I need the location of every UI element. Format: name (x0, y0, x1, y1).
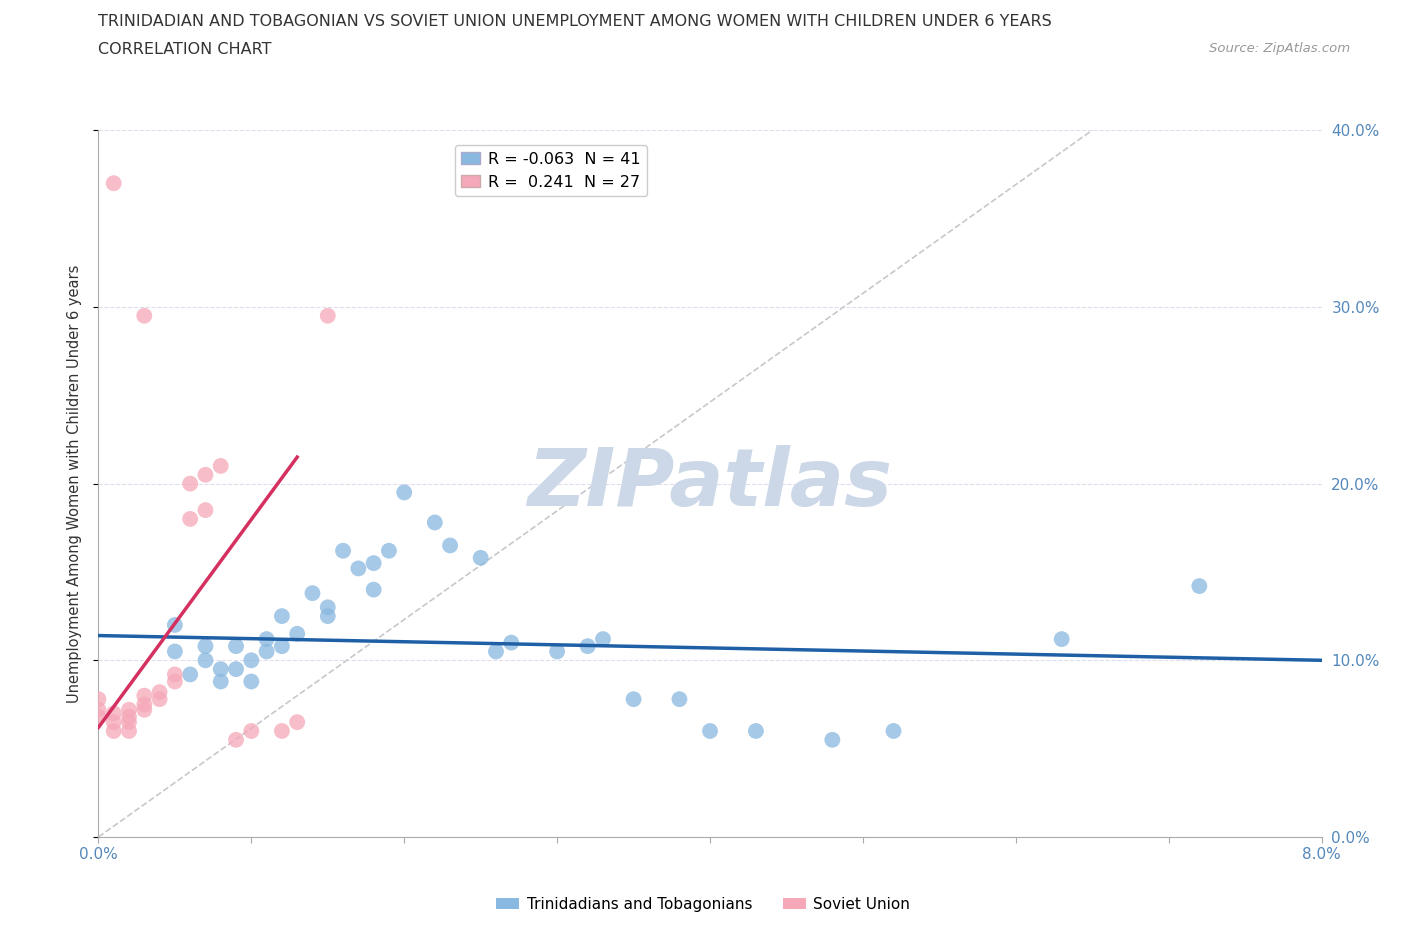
Point (285, 627, 308, 642)
Point (118, 710, 141, 724)
Point (194, 639, 217, 654)
Point (134, 702, 156, 717)
Point (821, 733, 844, 748)
Point (363, 556, 385, 571)
Point (163, 674, 186, 689)
Point (316, 609, 339, 624)
Point (240, 724, 263, 738)
Point (699, 724, 721, 738)
Point (163, 667, 186, 682)
Point (1050, 631, 1073, 646)
Text: CORRELATION CHART: CORRELATION CHART (98, 42, 271, 57)
Point (194, 503, 217, 518)
Point (118, 714, 141, 729)
Point (332, 543, 354, 558)
Point (225, 639, 247, 654)
Point (225, 662, 247, 677)
Point (347, 561, 370, 576)
Point (285, 714, 308, 729)
Point (501, 635, 523, 650)
Point (134, 688, 156, 703)
Point (363, 582, 385, 597)
Point (87, 710, 110, 724)
Text: ZIPatlas: ZIPatlas (527, 445, 893, 523)
Point (87, 692, 110, 707)
Point (378, 543, 401, 558)
Point (103, 176, 125, 191)
Text: TRINIDADIAN AND TOBAGONIAN VS SOVIET UNION UNEMPLOYMENT AMONG WOMEN WITH CHILDRE: TRINIDADIAN AND TOBAGONIAN VS SOVIET UNI… (98, 14, 1052, 29)
Point (134, 309, 156, 324)
Point (256, 644, 278, 659)
Point (240, 674, 263, 689)
Legend: Trinidadians and Tobagonians, Soviet Union: Trinidadians and Tobagonians, Soviet Uni… (489, 891, 917, 918)
Point (1188, 578, 1211, 593)
Point (240, 653, 263, 668)
Point (592, 631, 614, 646)
Point (194, 653, 217, 668)
Point (179, 476, 201, 491)
Point (623, 692, 645, 707)
Point (87, 702, 110, 717)
Point (883, 724, 905, 738)
Point (163, 644, 186, 659)
Point (163, 618, 186, 632)
Text: Source: ZipAtlas.com: Source: ZipAtlas.com (1209, 42, 1350, 55)
Point (103, 714, 125, 729)
Point (149, 684, 172, 699)
Point (546, 644, 568, 659)
Point (209, 674, 232, 689)
Point (209, 458, 232, 473)
Point (103, 724, 125, 738)
Point (270, 724, 294, 738)
Point (423, 515, 446, 530)
Point (270, 639, 294, 654)
Point (149, 692, 172, 707)
Point (316, 600, 339, 615)
Point (194, 468, 217, 483)
Legend: R = -0.063  N = 41, R =  0.241  N = 27: R = -0.063 N = 41, R = 0.241 N = 27 (454, 145, 647, 196)
Point (118, 724, 141, 738)
Point (392, 485, 416, 500)
Point (179, 512, 201, 526)
Point (256, 631, 278, 646)
Point (209, 662, 232, 677)
Point (270, 609, 294, 624)
Point (225, 733, 247, 748)
Point (470, 551, 492, 565)
Point (134, 698, 156, 712)
Point (668, 692, 690, 707)
Point (745, 724, 768, 738)
Point (103, 706, 125, 721)
Point (485, 644, 508, 659)
Point (179, 667, 201, 682)
Y-axis label: Unemployment Among Women with Children Under 6 years: Unemployment Among Women with Children U… (67, 264, 83, 703)
Point (576, 639, 599, 654)
Point (301, 586, 323, 601)
Point (316, 309, 339, 324)
Point (118, 702, 141, 717)
Point (439, 538, 461, 552)
